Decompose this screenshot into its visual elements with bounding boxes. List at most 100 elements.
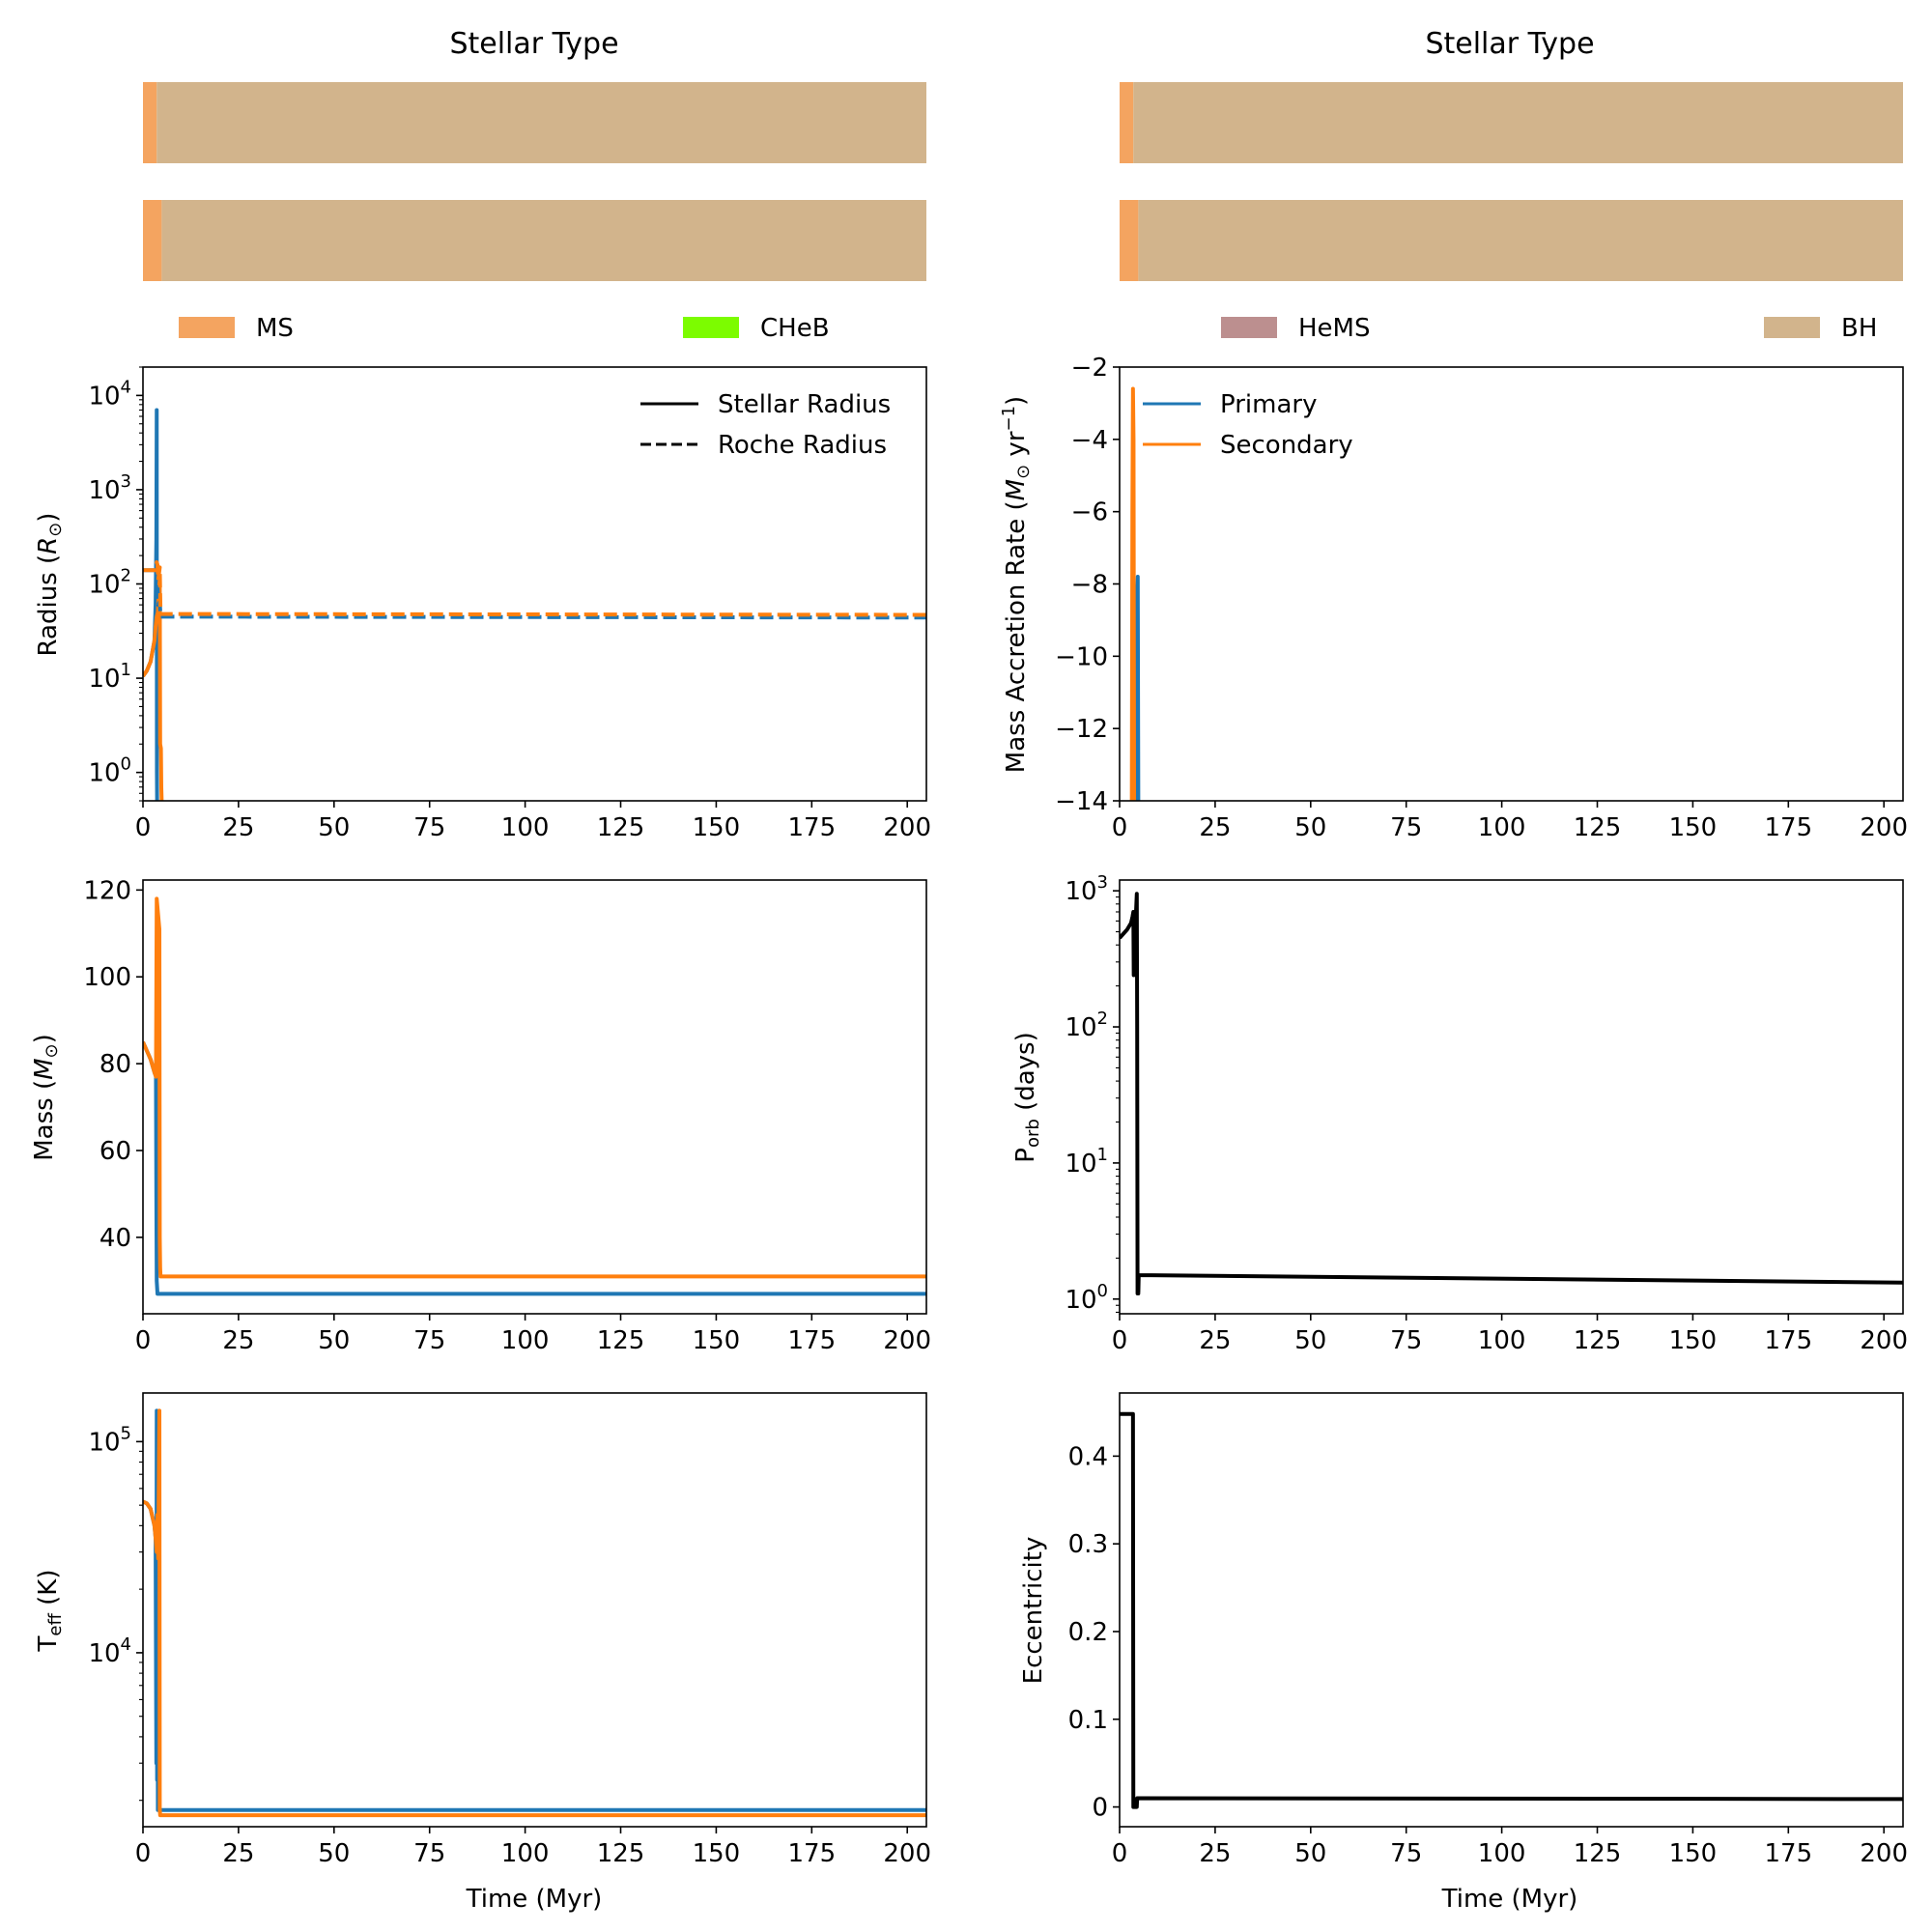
x-tick-label: 0 <box>1112 1839 1128 1868</box>
y-tick-label: 100 <box>83 963 131 992</box>
x-tick-label: 75 <box>413 1839 445 1868</box>
y-tick-label: 103 <box>1065 872 1108 906</box>
mass-axes-frame <box>142 879 927 1315</box>
x-tick-label: 50 <box>1294 1326 1326 1355</box>
series-group <box>143 408 926 801</box>
ecc-series-black-line <box>1120 1411 1903 1809</box>
x-tick-label: 0 <box>135 1326 152 1355</box>
x-tick-label: 50 <box>318 813 350 842</box>
x-tick-label: 175 <box>787 813 836 842</box>
orbital-period-panel: 0 25 50 75 100 125 150 175 200 100 101 102 103 <box>1065 872 1908 1355</box>
x-tick-label: 25 <box>222 813 254 842</box>
x-tick-label: 75 <box>1390 813 1422 842</box>
x-tick-label: 125 <box>597 813 645 842</box>
mass-accretion-panel: 0 25 50 75 100 125 150 175 200 −14 −12 −10 −8 −6 −4 −2 <box>1055 354 1908 842</box>
y-tick-label: 105 <box>88 1423 131 1457</box>
x-tick-label: 150 <box>1669 1839 1718 1868</box>
x-tick-label: 175 <box>787 1839 836 1868</box>
x-tick-label: 0 <box>135 813 152 842</box>
x-tick-label: 25 <box>1199 1839 1231 1868</box>
x-tick-label: 200 <box>1860 1326 1908 1355</box>
x-tick-label: 125 <box>597 1326 645 1355</box>
y-tick-label: 0.2 <box>1068 1618 1108 1647</box>
x-tick-label: 25 <box>1199 813 1231 842</box>
porb-series-black-line <box>1120 892 1903 1295</box>
legend-swatch-ms <box>179 317 235 338</box>
x-tick-label: 200 <box>883 1839 931 1868</box>
y-tick-label: −12 <box>1055 715 1108 744</box>
stellar-type-segment-ms <box>143 200 162 281</box>
x-tick-label: 0 <box>1112 813 1128 842</box>
stellar-type-segment-ms <box>143 82 157 163</box>
porb-ylabel: Porb (days) <box>1011 1032 1043 1162</box>
legend-swatch-hems <box>1221 317 1277 338</box>
series-group <box>1129 386 1141 801</box>
accretion-legend: Primary Secondary <box>1143 390 1353 460</box>
y-tick-label: 120 <box>83 876 131 905</box>
series-group <box>143 896 926 1296</box>
radius-panel: 0 25 50 75 100 125 150 175 200 100 101 102 103 104 <box>88 366 931 842</box>
y-tick-label: −2 <box>1071 354 1108 383</box>
x-tick-label: 200 <box>1860 813 1908 842</box>
y-tick-label: 102 <box>88 566 131 600</box>
x-tick-label: 25 <box>1199 1326 1231 1355</box>
y-tick-label: −6 <box>1071 498 1108 527</box>
mass-series-secondary-line <box>143 896 926 1279</box>
x-tick-label: 50 <box>1294 813 1326 842</box>
legend-label-secondary: Secondary <box>1220 431 1353 460</box>
stellar-type-legend: MS CHeB HeMS BH <box>179 314 1877 343</box>
x-tick-label: 75 <box>1390 1839 1422 1868</box>
series-group <box>1120 1411 1903 1809</box>
series-group <box>143 1408 926 1818</box>
stellar-type-title-right: Stellar Type <box>1425 27 1594 61</box>
legend-swatch-bh <box>1764 317 1820 338</box>
stellar-type-title-left: Stellar Type <box>449 27 618 61</box>
y-tick-label: 0.4 <box>1068 1442 1108 1471</box>
radius-ylabel: Radius (R⊙) <box>34 513 66 657</box>
stellar-type-bars <box>143 82 1903 281</box>
x-tick-label: 175 <box>787 1326 836 1355</box>
x-tick-label: 0 <box>135 1839 152 1868</box>
legend-swatch-cheb <box>683 317 739 338</box>
radius-series-primary-solid-line <box>143 408 159 801</box>
legend-label-hems: HeMS <box>1298 314 1370 343</box>
series-group <box>1120 892 1903 1295</box>
y-tick-label: 80 <box>99 1050 131 1079</box>
legend-label-ms: MS <box>256 314 294 343</box>
x-tick-label: 200 <box>883 813 931 842</box>
x-tick-label: 125 <box>597 1839 645 1868</box>
x-tick-label: 200 <box>1860 1839 1908 1868</box>
x-tick-label: 100 <box>1478 1326 1526 1355</box>
y-tick-label: 101 <box>1065 1145 1108 1179</box>
ecc-ylabel: Eccentricity <box>1019 1537 1048 1685</box>
y-tick-label: 104 <box>88 377 131 411</box>
y-tick-label: 0.1 <box>1068 1706 1108 1735</box>
x-tick-label: 75 <box>413 813 445 842</box>
stellar-type-segment-bh <box>1138 200 1903 281</box>
x-tick-label: 25 <box>222 1326 254 1355</box>
y-tick-label: 103 <box>88 471 131 505</box>
teff-panel: 0 25 50 75 100 125 150 175 200 104 105 <box>88 1392 931 1868</box>
x-tick-label: 100 <box>501 1326 550 1355</box>
porb-axes-frame <box>1119 879 1904 1315</box>
mass-panel: 0 25 50 75 100 125 150 175 200 40 60 80 100 120 <box>83 876 931 1355</box>
x-tick-label: 100 <box>1478 813 1526 842</box>
x-tick-label: 125 <box>1574 813 1622 842</box>
y-tick-label: 102 <box>1065 1009 1108 1042</box>
stellar-type-segment-ms <box>1120 200 1139 281</box>
x-tick-label: 50 <box>1294 1839 1326 1868</box>
teff-series-primary-line <box>143 1408 926 1812</box>
x-tick-label: 0 <box>1112 1326 1128 1355</box>
x-tick-label: 150 <box>1669 1326 1718 1355</box>
x-tick-label: 150 <box>693 1839 741 1868</box>
y-tick-label: 0.3 <box>1068 1530 1108 1559</box>
legend-label-stellar-radius: Stellar Radius <box>718 390 891 419</box>
x-tick-label: 75 <box>413 1326 445 1355</box>
radius-series-primary-dashed-line <box>143 562 926 620</box>
x-tick-label: 50 <box>318 1839 350 1868</box>
mass-accretion-ylabel: Mass Accretion Rate (M⊙ yr−1) <box>999 396 1034 773</box>
x-tick-label: 175 <box>1764 1326 1812 1355</box>
y-tick-label: −8 <box>1071 571 1108 600</box>
teff-ylabel: Teff (K) <box>34 1570 66 1653</box>
